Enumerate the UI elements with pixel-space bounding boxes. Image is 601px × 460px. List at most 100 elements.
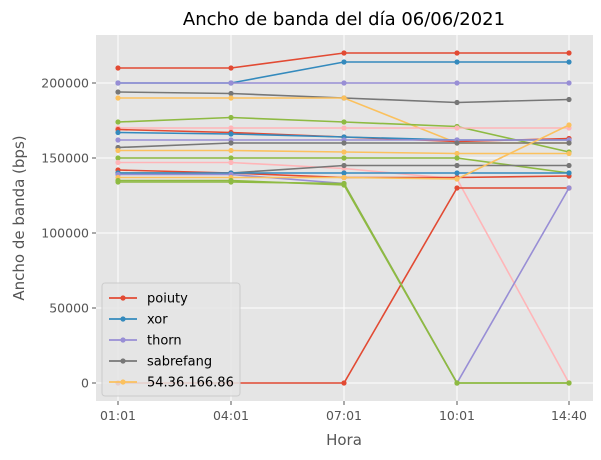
x-tick-label: 14:40 [551,408,587,423]
data-point [228,65,234,71]
legend-item: 54.36.166.86 [109,376,234,391]
legend-marker [120,337,126,343]
y-axis-label: Ancho de banda (bps) [10,135,28,300]
data-point [341,149,347,155]
data-point [228,114,234,121]
x-axis-ticks: 01:01 04:01 07:01 10:01 14:40 [100,401,587,423]
data-point [454,50,460,56]
data-point [566,59,572,65]
data-point [228,131,234,137]
data-point [228,155,234,161]
data-point [115,159,121,166]
legend-marker [120,379,126,385]
legend: poiuty xor thorn sabrefang 54.36.166.86 [101,282,241,397]
data-point [566,122,572,128]
data-point [454,380,460,386]
data-point [341,125,347,131]
data-point [341,380,347,386]
data-point [228,179,234,185]
y-tick-label: 50000 [49,301,89,316]
data-point [115,137,121,143]
data-point [228,125,234,131]
y-tick-label: 100000 [41,226,89,241]
legend-marker [120,358,126,364]
legend-marker [120,316,126,322]
data-point [454,162,460,169]
legend-box [101,282,241,397]
data-point [566,162,572,169]
data-point [566,380,572,386]
data-point [454,185,460,191]
data-point [454,99,460,106]
data-point [341,80,347,86]
y-tick-label: 200000 [41,76,89,91]
x-tick-label: 01:01 [100,408,136,423]
data-point [566,150,572,157]
legend-item: sabrefang [109,355,212,370]
data-point [341,174,347,181]
data-point [228,80,234,86]
data-point [115,95,121,101]
y-tick-label: 0 [81,376,89,391]
data-point [115,147,121,154]
data-point [115,179,121,185]
y-axis-ticks: 0 50000 100000 150000 200000 [41,76,96,391]
legend-label: thorn [147,334,182,349]
series-20 [115,122,572,182]
legend-label: poiuty [147,292,188,307]
data-point [341,180,347,187]
legend-item: xor [109,313,168,328]
legend-item: thorn [109,334,182,349]
x-tick-label: 04:01 [213,408,249,423]
data-point [115,129,121,136]
data-point [566,170,572,176]
data-point [228,140,234,146]
legend-item: poiuty [109,292,188,307]
chart-title: Ancho de banda del día 06/06/2021 [183,9,505,30]
data-point [454,155,460,161]
data-point [341,119,347,125]
data-point [566,140,572,146]
data-point [341,95,347,101]
series-22 [115,179,572,386]
data-point [454,150,460,157]
data-point [115,80,121,86]
data-point [454,125,460,131]
data-point [228,159,234,166]
data-point [341,155,347,161]
data-point [566,96,572,103]
data-point [454,59,460,65]
data-point [454,176,460,182]
data-point [341,162,347,169]
legend-marker [120,295,126,301]
data-point [341,50,347,56]
data-point [341,59,347,65]
data-point [454,170,460,176]
y-tick-label: 150000 [41,151,89,166]
data-point [566,50,572,56]
data-point [454,80,460,86]
data-point [115,155,121,161]
x-axis-label: Hora [326,431,362,449]
series-6 [115,114,572,155]
data-point [341,140,347,146]
data-point [566,80,572,86]
x-tick-label: 07:01 [326,408,362,423]
series-thorn [115,80,572,86]
data-point [566,185,572,191]
legend-label: sabrefang [147,355,212,370]
data-point [341,170,347,176]
data-point [115,89,121,95]
data-point [454,140,460,146]
legend-label: xor [147,313,168,328]
data-point [115,65,121,71]
data-point [115,119,121,125]
data-point [228,95,234,101]
legend-label: 54.36.166.86 [147,376,234,391]
data-point [228,147,234,154]
data-point [228,90,234,97]
series-12 [115,147,572,157]
x-tick-label: 10:01 [439,408,475,423]
series-poiuty [115,50,572,71]
